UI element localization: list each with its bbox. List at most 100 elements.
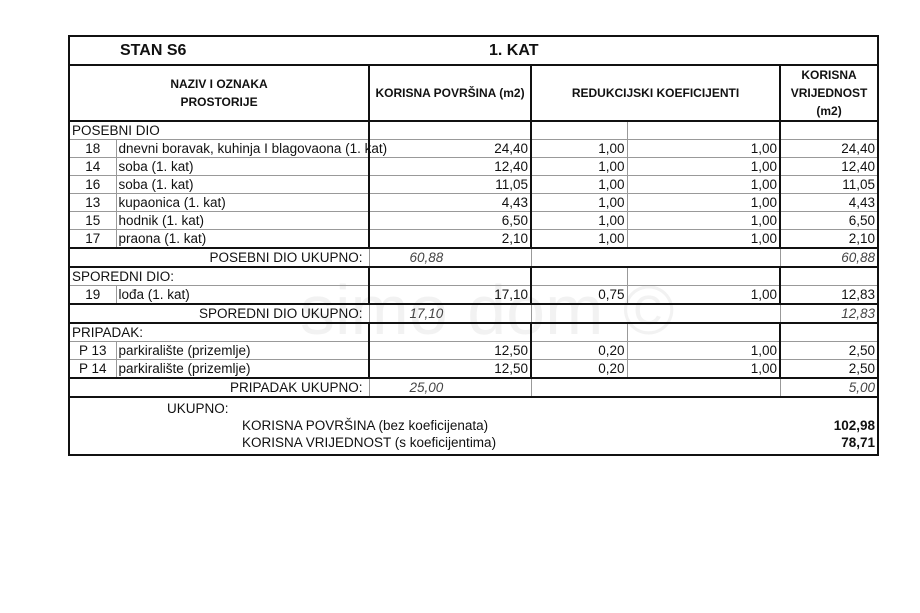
total-area-label: KORISNA POVRŠINA (bez koeficijenata): [242, 418, 489, 433]
empty-cell: [626, 266, 782, 286]
room-value: 2,50: [779, 359, 880, 379]
room-number: 13: [68, 193, 117, 212]
grand-total-row: UKUPNO: KORISNA POVRŠINA (bez koeficijena…: [67, 396, 880, 456]
table-row: 17 praona (1. kat) 2,10 1,00 1,00 2,10: [68, 229, 880, 249]
room-name: kupaonica (1. kat): [115, 193, 371, 212]
empty-cell: [368, 266, 533, 286]
room-name: parkiralište (prizemlje): [115, 359, 371, 379]
floor-title: 1. KAT: [369, 35, 880, 66]
room-number: 14: [68, 157, 117, 176]
coefficient-1: 1,00: [530, 193, 628, 212]
room-value: 12,40: [779, 157, 880, 176]
room-area: 17,10: [368, 285, 533, 305]
room-number: 17: [68, 229, 117, 249]
total-area: 60,88: [368, 247, 532, 268]
empty-cell: [530, 120, 628, 140]
total-value-value: 78,71: [841, 435, 876, 450]
empty-cell: [530, 247, 781, 268]
coefficient-1: 1,00: [530, 229, 628, 249]
room-name: soba (1. kat): [115, 157, 371, 176]
empty-cell: [530, 266, 628, 286]
room-value: 6,50: [779, 211, 880, 230]
coefficient-2: 1,00: [626, 157, 782, 176]
coefficient-2: 1,00: [626, 193, 782, 212]
room-name: dnevni boravak, kuhinja I blagovaona (1.…: [115, 139, 387, 158]
empty-cell: [530, 322, 628, 342]
total-area: 17,10: [368, 303, 532, 324]
room-number: P 13: [68, 341, 117, 360]
section-label: POSEBNI DIO: [67, 120, 371, 140]
posebni-total-row: POSEBNI DIO UKUPNO: 60,88 60,88: [67, 247, 880, 268]
coefficient-2: 1,00: [626, 175, 782, 194]
coefficient-1: 0,20: [530, 359, 628, 379]
header-area: KORISNA POVRŠINA (m2): [368, 64, 533, 122]
room-name: parkiralište (prizemlje): [115, 341, 371, 360]
empty-cell: [779, 120, 880, 140]
header-row: NAZIV I OZNAKA PROSTORIJE KORISNA POVRŠI…: [67, 64, 880, 122]
room-name: soba (1. kat): [115, 175, 371, 194]
room-number: 18: [68, 139, 117, 158]
coefficient-2: 1,00: [626, 229, 782, 249]
table-row: 15 hodnik (1. kat) 6,50 1,00 1,00 6,50: [68, 211, 880, 230]
total-value: 12,83: [779, 303, 880, 324]
table-row: 14 soba (1. kat) 12,40 1,00 1,00 12,40: [68, 157, 880, 176]
coefficient-2: 1,00: [626, 359, 782, 379]
total-value-label: KORISNA VRIJEDNOST (s koeficijentima): [242, 435, 497, 450]
section-label: SPOREDNI DIO:: [67, 266, 371, 286]
room-area: 12,50: [368, 359, 533, 379]
room-number: P 14: [68, 359, 117, 379]
area-table: STAN S6 1. KAT NAZIV I OZNAKA PROSTORIJE…: [67, 35, 880, 456]
room-number: 15: [68, 211, 117, 230]
room-value: 11,05: [779, 175, 880, 194]
coefficient-1: 0,20: [530, 341, 628, 360]
coefficient-1: 1,00: [530, 211, 628, 230]
room-value: 2,50: [779, 341, 880, 360]
room-value: 2,10: [779, 229, 880, 249]
empty-cell: [368, 120, 533, 140]
posebni-section-label-row: POSEBNI DIO: [67, 120, 880, 140]
room-value: 24,40: [779, 139, 880, 158]
section-label: PRIPADAK:: [67, 322, 371, 342]
room-number: 19: [68, 285, 117, 305]
coefficient-1: 0,75: [530, 285, 628, 305]
table-row: 16 soba (1. kat) 11,05 1,00 1,00 11,05: [68, 175, 880, 194]
sporedni-total-row: SPOREDNI DIO UKUPNO: 17,10 12,83: [67, 303, 880, 324]
title-row: STAN S6 1. KAT: [67, 35, 880, 66]
coefficient-2: 1,00: [626, 139, 782, 158]
room-name: praona (1. kat): [115, 229, 371, 249]
table-row: P 14 parkiralište (prizemlje) 12,50 0,20 1,0…: [68, 359, 880, 379]
room-value: 12,83: [779, 285, 880, 305]
empty-cell: [530, 377, 781, 398]
room-area: 11,05: [368, 175, 533, 194]
room-name: lođa (1. kat): [115, 285, 371, 305]
apartment-title: STAN S6: [67, 35, 370, 66]
coefficient-1: 1,00: [530, 139, 628, 158]
room-area: 12,50: [368, 341, 533, 360]
pripadak-total-row: PRIPADAK UKUPNO: 25,00 5,00: [67, 377, 880, 398]
header-name: NAZIV I OZNAKA PROSTORIJE: [67, 64, 371, 122]
room-value: 4,43: [779, 193, 880, 212]
room-number: 16: [68, 175, 117, 194]
empty-cell: [368, 322, 533, 342]
total-label: SPOREDNI DIO UKUPNO:: [67, 303, 370, 324]
room-area: 6,50: [368, 211, 533, 230]
coefficient-2: 1,00: [626, 341, 782, 360]
room-area: 12,40: [368, 157, 533, 176]
room-area: 24,40: [368, 139, 533, 158]
total-area-value: 102,98: [833, 418, 876, 433]
grand-total-block: UKUPNO: KORISNA POVRŠINA (bez koeficijena…: [67, 396, 880, 456]
room-name: hodnik (1. kat): [115, 211, 371, 230]
total-value: 60,88: [779, 247, 880, 268]
total-value: 5,00: [779, 377, 880, 398]
empty-cell: [779, 322, 880, 342]
empty-cell: [779, 266, 880, 286]
sporedni-section-label-row: SPOREDNI DIO:: [67, 266, 880, 286]
coefficient-2: 1,00: [626, 285, 782, 305]
ukupno-label: UKUPNO:: [167, 401, 229, 416]
table-row: 19 lođa (1. kat) 17,10 0,75 1,00 12,83: [68, 285, 880, 305]
table-row: 18 dnevni boravak, kuhinja I blagovaona (…: [68, 139, 880, 158]
header-coef: REDUKCIJSKI KOEFICIJENTI: [530, 64, 782, 122]
pripadak-section-label-row: PRIPADAK:: [67, 322, 880, 342]
empty-cell: [626, 120, 782, 140]
header-value: KORISNA VRIJEDNOST (m2): [779, 64, 880, 122]
